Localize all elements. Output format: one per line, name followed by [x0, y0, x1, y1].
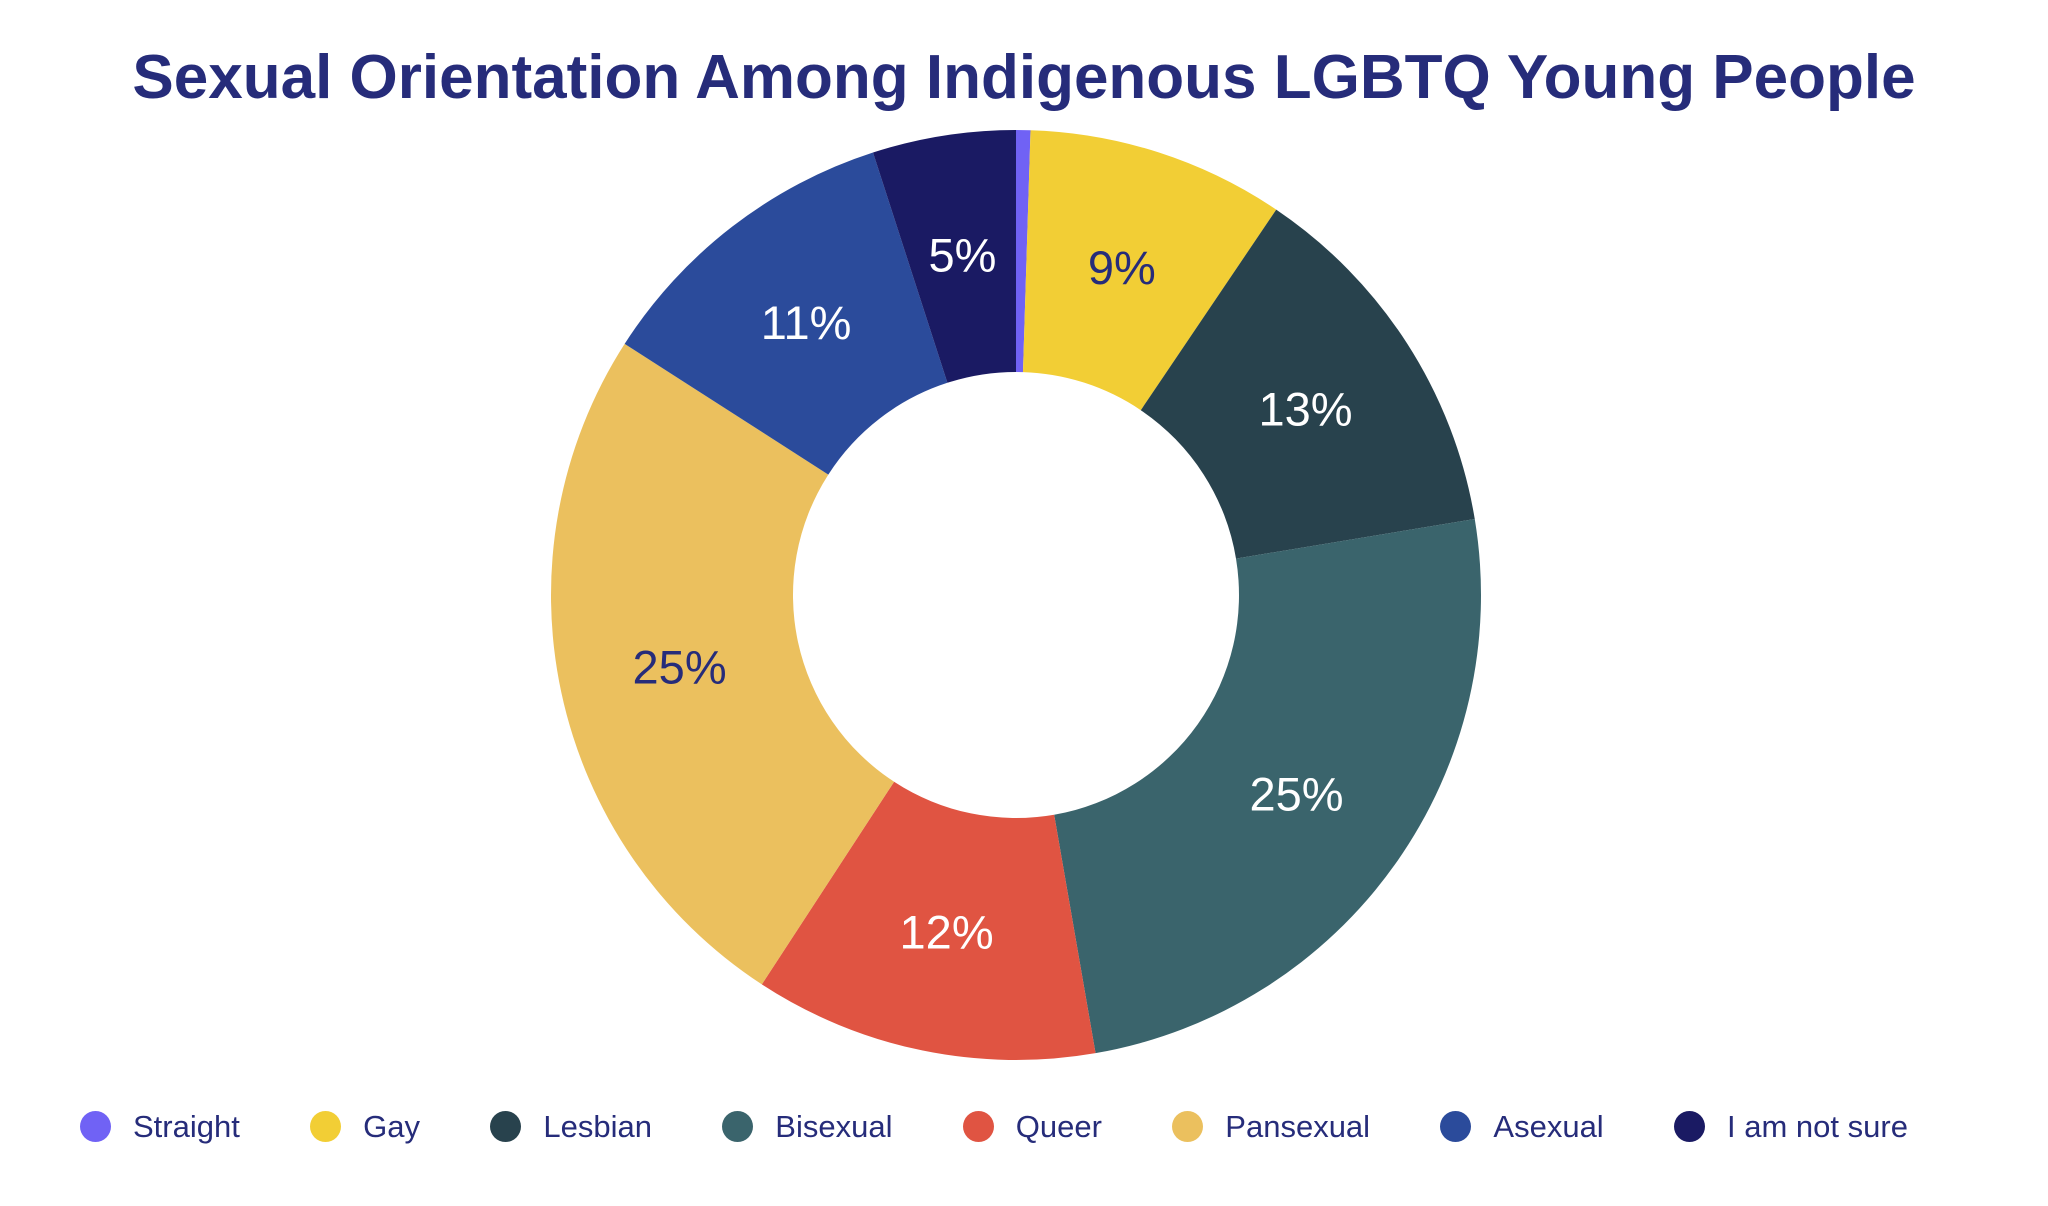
legend-item-label: Gay — [363, 1108, 421, 1144]
donut-segment-asexual — [624, 152, 948, 475]
legend-color-dot — [1172, 1110, 1204, 1142]
legend-color-dot — [80, 1110, 111, 1142]
legend-color-dot — [1674, 1110, 1706, 1142]
donut-segment-queer — [761, 781, 1096, 1060]
segment-value-label: 12% — [900, 905, 994, 958]
legend-item-label: Pansexual — [1225, 1108, 1371, 1144]
legend-item-straight: Straight — [80, 1108, 240, 1144]
legend-item-gay: Gay — [310, 1108, 421, 1144]
legend-item-label: Bisexual — [775, 1108, 893, 1144]
donut-segment-pansexual — [550, 343, 895, 985]
legend-item-label: Asexual — [1493, 1108, 1604, 1144]
legend-item-pansexual: Pansexual — [1172, 1108, 1371, 1144]
legend-color-dot — [310, 1110, 342, 1142]
donut-segment-bisexual — [1054, 519, 1481, 1054]
legend-item-lesbian: Lesbian — [490, 1108, 652, 1144]
legend-item-bisexual: Bisexual — [722, 1108, 893, 1144]
legend-color-dot — [962, 1110, 994, 1142]
segment-value-label: 5% — [929, 229, 997, 282]
chart-title: Sexual Orientation Among Indigenous LGBT… — [132, 43, 1916, 112]
legend-color-dot — [722, 1110, 754, 1142]
segment-value-label: 25% — [633, 641, 727, 694]
legend-color-dot — [1440, 1110, 1472, 1142]
donut-segment-straight — [1016, 130, 1031, 373]
segment-value-label: 25% — [1249, 768, 1343, 821]
donut-segment-gay — [1022, 130, 1277, 411]
legend-item-label: Queer — [1015, 1108, 1102, 1144]
donut-segment-lesbian — [1140, 209, 1475, 559]
segment-value-label: 13% — [1258, 383, 1352, 436]
donut-segment-i-am-not-sure — [873, 130, 1016, 383]
legend: Straight Gay Lesbian Bisexual Queer Pansexual… — [80, 1104, 1908, 1148]
legend-item-asexual: Asexual — [1440, 1108, 1604, 1144]
legend-item-label: Straight — [133, 1108, 240, 1144]
legend-color-dot — [490, 1110, 522, 1142]
legend-item-label: I am not sure — [1727, 1108, 1908, 1144]
segment-value-label: 9% — [1088, 241, 1156, 294]
legend-item-label: Lesbian — [543, 1108, 652, 1144]
legend-item-i-am-not-sure: I am not sure — [1674, 1108, 1908, 1144]
segment-value-label: 11% — [761, 296, 852, 349]
legend-item-queer: Queer — [962, 1108, 1102, 1144]
